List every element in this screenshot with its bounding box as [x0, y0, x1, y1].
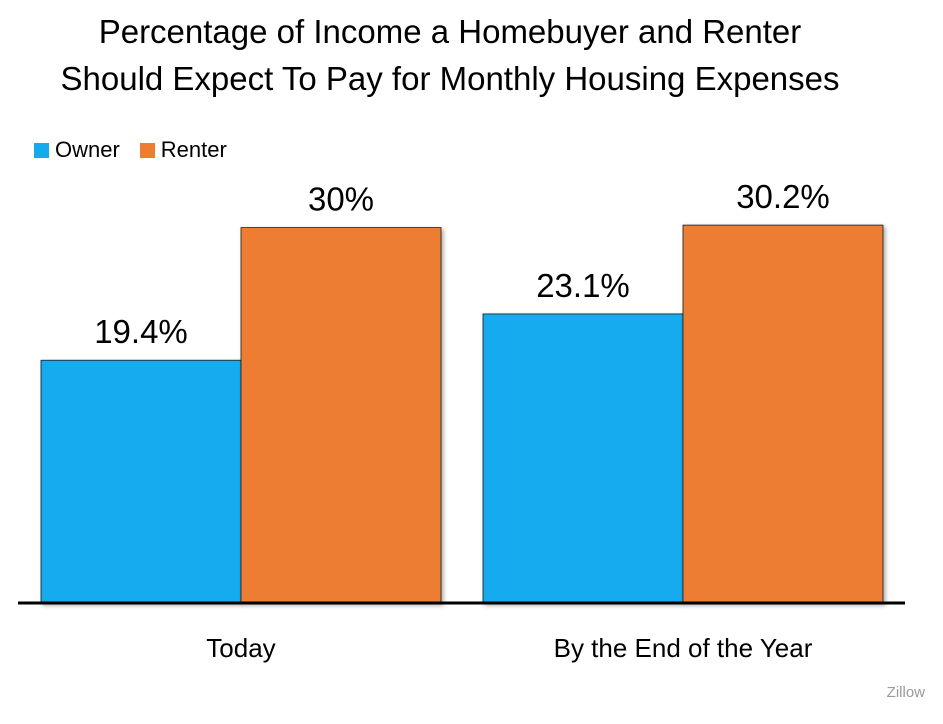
- legend-swatch-renter: [139, 142, 155, 158]
- data-label-owner-0: 19.4%: [94, 313, 188, 350]
- legend-label-owner: Owner: [55, 137, 120, 162]
- x-tick-label-1: By the End of the Year: [554, 633, 813, 663]
- chart-title-line-2: Should Expect To Pay for Monthly Housing…: [60, 60, 840, 97]
- data-label-renter-0: 30%: [308, 181, 374, 218]
- bar-renter-0: [240, 227, 442, 604]
- chart-title: Percentage of Income a Homebuyer and Ren…: [0, 8, 900, 102]
- bar-owner-0: [40, 359, 242, 604]
- x-tick-label-0: Today: [206, 633, 275, 663]
- legend-swatch-owner: [34, 142, 49, 158]
- bar-renter-1: [682, 224, 884, 604]
- data-label-owner-1: 23.1%: [536, 267, 630, 304]
- chart-legend: Owner Renter: [34, 137, 227, 163]
- legend-item-renter: Renter: [139, 137, 227, 163]
- data-label-renter-1: 30.2%: [736, 178, 830, 215]
- source-credit: Zillow: [886, 684, 925, 701]
- legend-item-owner: Owner: [34, 137, 120, 163]
- legend-label-renter: Renter: [160, 137, 227, 162]
- chart-title-line-1: Percentage of Income a Homebuyer and Ren…: [98, 13, 802, 50]
- bar-owner-1: [482, 313, 684, 604]
